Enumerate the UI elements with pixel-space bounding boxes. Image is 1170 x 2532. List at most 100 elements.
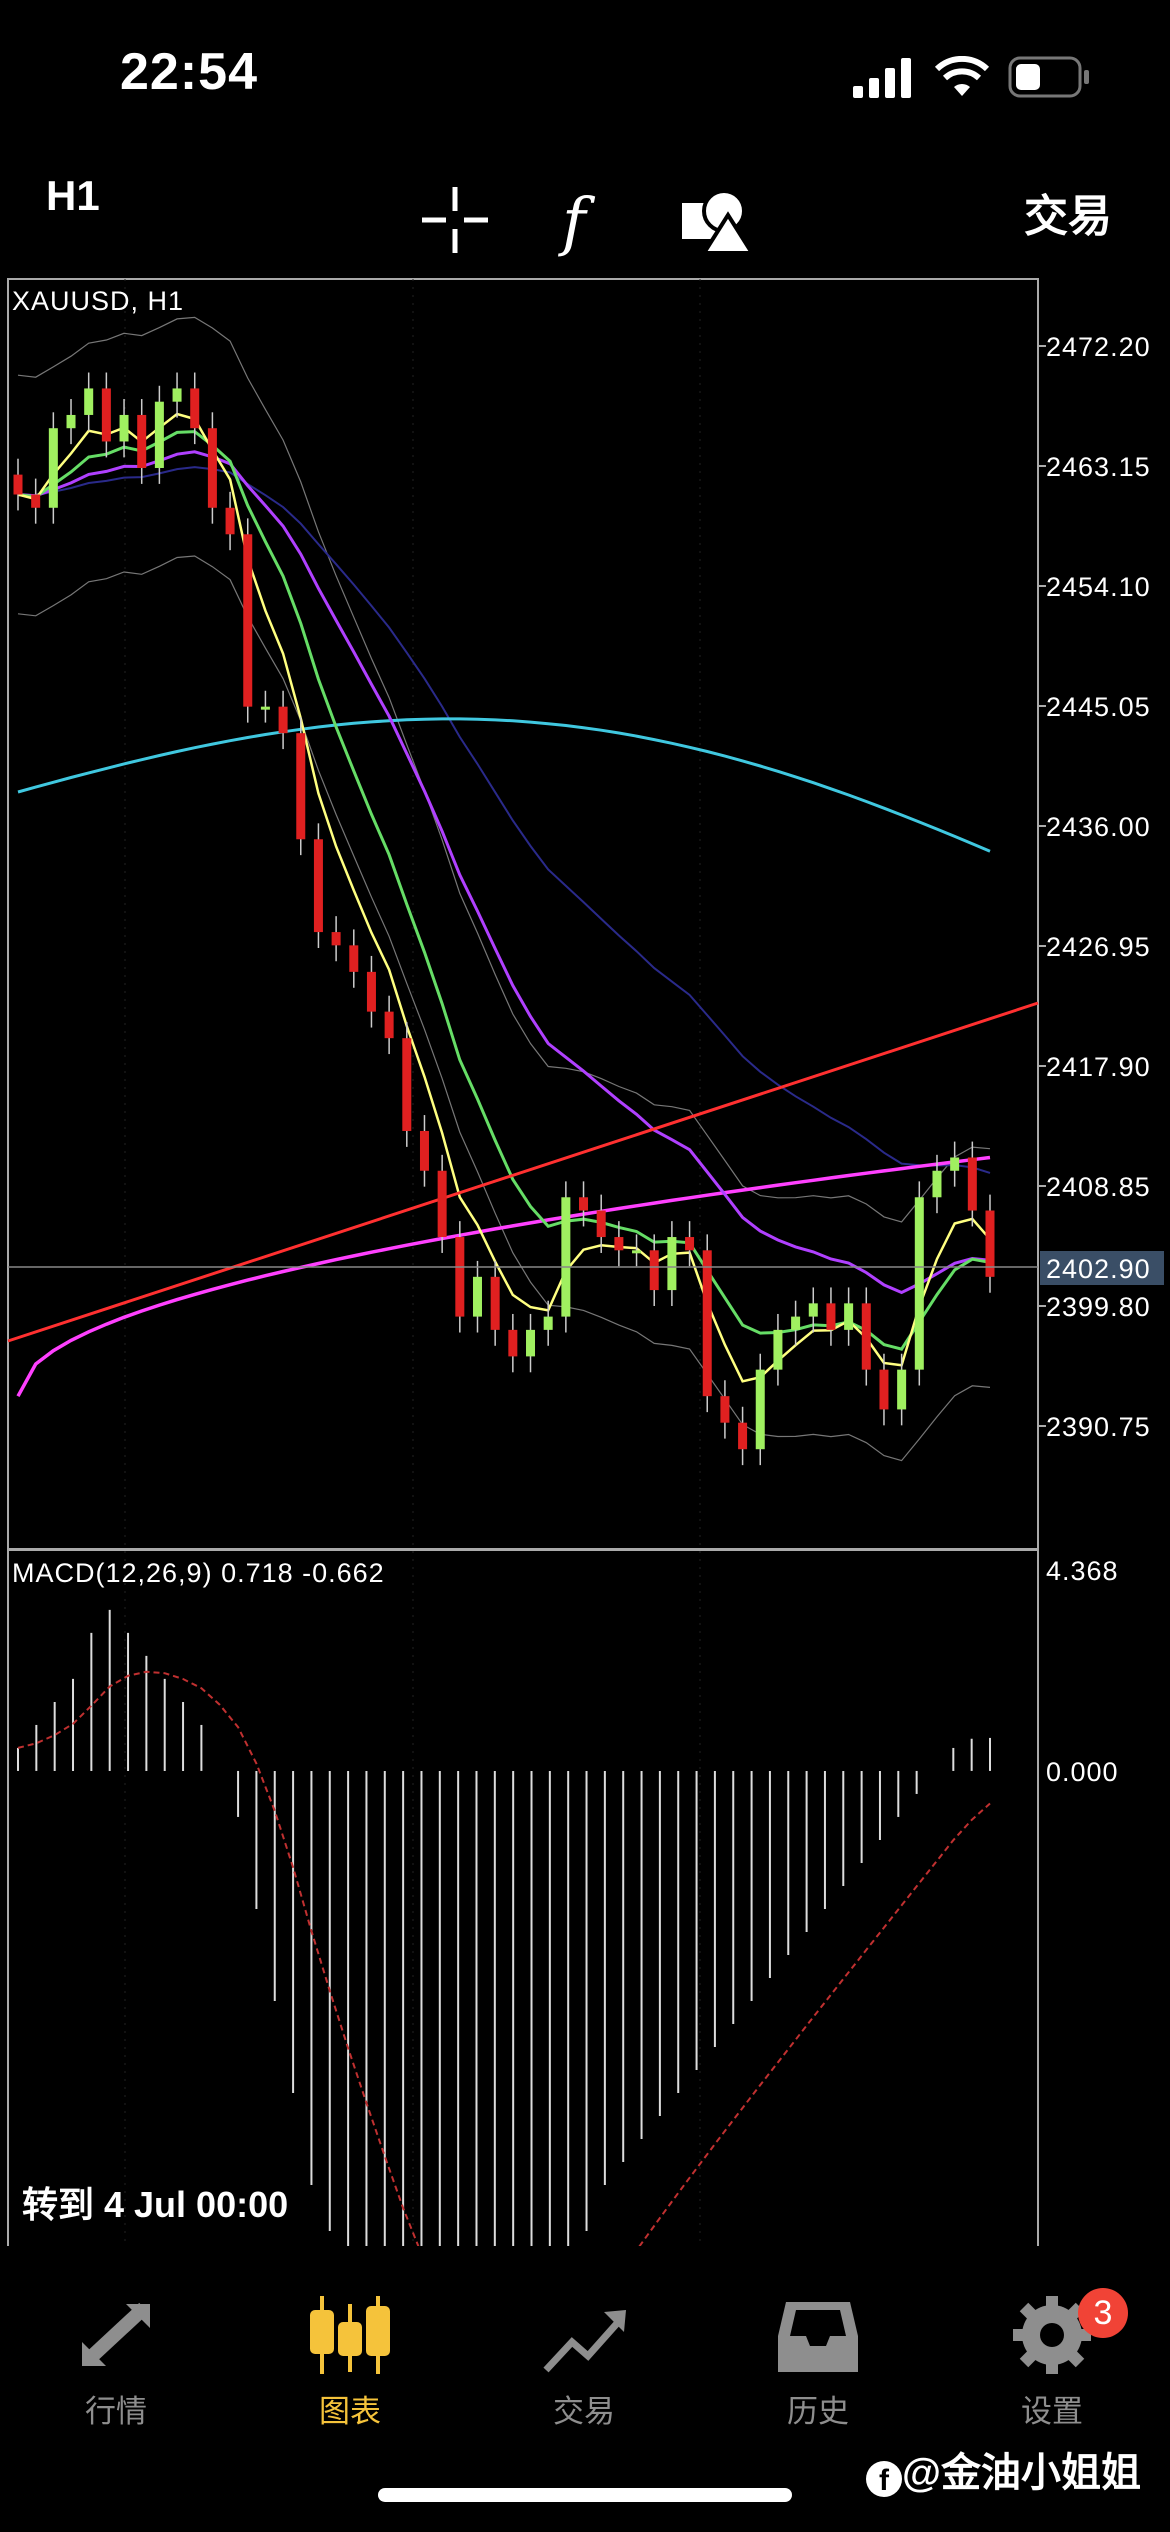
candle-body [702, 1250, 712, 1397]
candle-body [755, 1369, 765, 1450]
candle-body [826, 1303, 836, 1330]
candle-body [472, 1276, 482, 1317]
ma-slow-line [17, 450, 991, 1295]
trendline [7, 1001, 1039, 1343]
candle-body [119, 414, 129, 442]
candle-body [172, 388, 182, 402]
nav-quotes[interactable]: 行情 [26, 2290, 206, 2431]
trade-icon [534, 2290, 634, 2380]
candle-body [526, 1329, 536, 1357]
facebook-icon: f [866, 2461, 902, 2497]
candle-body [48, 428, 58, 508]
timeframe-button[interactable]: H1 [46, 172, 100, 219]
ma-mid-line [17, 430, 991, 1351]
candle-body [596, 1210, 606, 1238]
macd-tick-label: 0.000 [1046, 1757, 1119, 1787]
candle-body [384, 1011, 394, 1039]
candle-body [66, 414, 76, 429]
function-icon[interactable]: f [540, 175, 630, 265]
candle-body [649, 1250, 659, 1291]
nav-settings[interactable]: 设置 [962, 2290, 1142, 2431]
goto-date-label[interactable]: 转到 4 Jul 00:00 [22, 2184, 289, 2225]
nav-trade[interactable]: 交易 [494, 2290, 674, 2431]
candle-body [720, 1396, 730, 1423]
nav-label: 交易 [553, 2394, 615, 2429]
battery-icon [1008, 56, 1090, 105]
candle-body [579, 1197, 589, 1211]
candle-body [190, 388, 200, 429]
moving-averages [16, 412, 991, 1398]
candle-body [31, 494, 41, 508]
candle-body [455, 1237, 465, 1317]
candle-body [331, 932, 341, 946]
price-tick-label: 2408.85 [1046, 1172, 1151, 1202]
settings-badge: 3 [1078, 2288, 1128, 2338]
crosshair-icon[interactable] [410, 175, 500, 265]
price-chart[interactable]: 2402.90 XAUUSD, H1 2472.20 2463.15 2454.10… [0, 276, 1170, 2246]
macd-histogram [17, 1609, 991, 2246]
ma-200-line [16, 1155, 991, 1398]
candle-body [490, 1276, 500, 1330]
candle-body [296, 733, 306, 840]
candle-body [13, 474, 23, 495]
candle-body [738, 1422, 748, 1450]
grid [124, 279, 701, 2246]
candle-body [685, 1237, 695, 1251]
price-tick-label: 2472.20 [1046, 332, 1151, 362]
nav-label: 图表 [319, 2394, 381, 2429]
settings-icon [1002, 2290, 1102, 2380]
price-axis: 2472.20 2463.15 2454.10 2445.05 2436.00 2426.… [1038, 332, 1151, 1442]
symbol-label: XAUUSD, H1 [12, 286, 184, 316]
wifi-icon [934, 55, 990, 103]
home-indicator[interactable] [378, 2488, 792, 2502]
candle-body [614, 1237, 624, 1251]
price-tick-label: 2390.75 [1046, 1412, 1151, 1442]
trade-button[interactable]: 交易 [1024, 192, 1112, 241]
nav-label: 设置 [1021, 2394, 1083, 2429]
nav-chart[interactable]: 图表 [260, 2290, 440, 2431]
bb-lower [17, 555, 991, 1462]
ma-dark-line [17, 466, 991, 1174]
nav-label: 历史 [787, 2394, 849, 2429]
candle-body [667, 1237, 677, 1291]
candlesticks [13, 372, 995, 1466]
candle-body [225, 507, 235, 535]
candle-body [773, 1329, 783, 1370]
candle-body [844, 1303, 854, 1330]
nav-history[interactable]: 历史 [728, 2290, 908, 2431]
candle-body [137, 414, 147, 468]
price-tick-label: 2445.05 [1046, 692, 1151, 722]
current-price-tag [1040, 1251, 1164, 1285]
bb-upper [17, 316, 991, 1223]
macd-signal-line [17, 1670, 991, 2246]
watermark: f @金油小姐姐 [866, 2440, 1141, 2498]
candle-body [84, 388, 94, 415]
candle-body [985, 1210, 995, 1277]
status-time: 22:54 [120, 43, 258, 101]
candle-body [632, 1250, 642, 1254]
candle-body [154, 401, 164, 468]
bollinger-bands [17, 316, 991, 1462]
macd-tick-label: 4.368 [1046, 1556, 1119, 1586]
candle-body [278, 706, 288, 734]
current-price-label: 2402.90 [1046, 1254, 1151, 1284]
price-tick-label: 2454.10 [1046, 572, 1151, 602]
price-tick-label: 2463.15 [1046, 452, 1151, 482]
candle-body [366, 971, 376, 1012]
candle-body [932, 1170, 942, 1198]
svg-text:f: f [558, 185, 596, 259]
candle-body [207, 428, 217, 508]
candle-body [914, 1197, 924, 1370]
candle-body [101, 388, 111, 442]
candle-body [402, 1038, 412, 1131]
candle-body [967, 1157, 977, 1211]
candle-body [543, 1316, 553, 1330]
shapes-icon[interactable] [670, 175, 760, 265]
cellular-signal-icon [853, 58, 915, 103]
ma-long-line [17, 717, 991, 853]
candle-body [897, 1369, 907, 1410]
price-tick-label: 2399.80 [1046, 1292, 1151, 1322]
candle-body [950, 1157, 960, 1171]
candle-body [879, 1369, 889, 1410]
